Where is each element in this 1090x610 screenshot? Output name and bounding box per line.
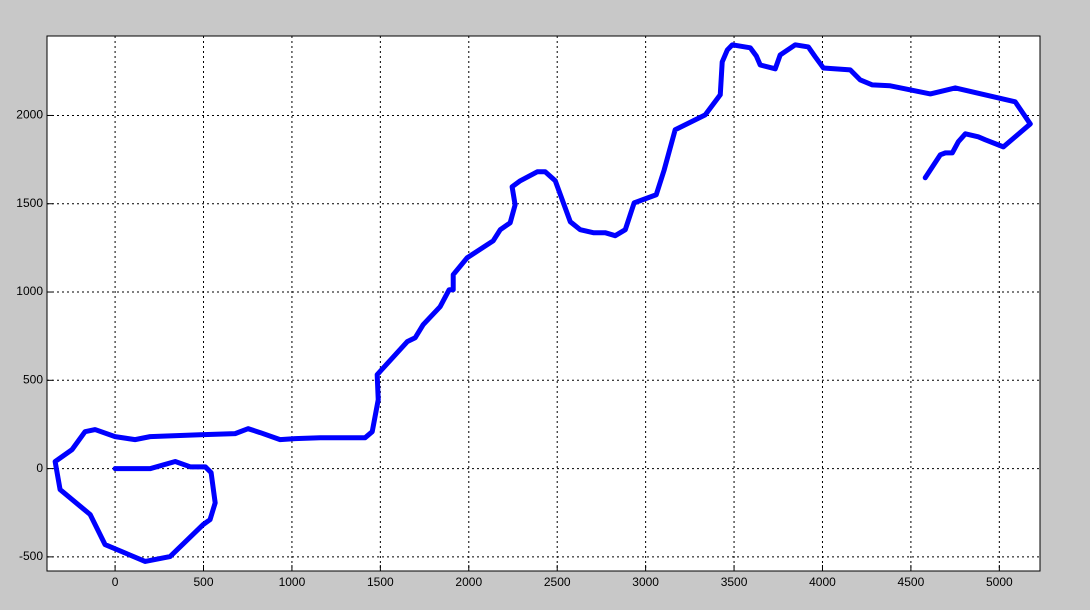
x-tick-label: 2500	[544, 575, 571, 589]
x-tick-label: 0	[112, 575, 119, 589]
y-tick-label: 1500	[16, 196, 43, 210]
y-tick-label: -500	[19, 549, 43, 563]
y-tick-label: 500	[23, 372, 43, 386]
x-tick-label: 3500	[721, 575, 748, 589]
x-tick-label: 4000	[809, 575, 836, 589]
x-tick-label: 1000	[279, 575, 306, 589]
y-tick-label: 0	[36, 461, 43, 475]
x-tick-label: 500	[193, 575, 213, 589]
x-tick-label: 5000	[986, 575, 1013, 589]
x-tick-label: 1500	[367, 575, 394, 589]
trajectory-line	[52, 42, 1033, 564]
x-tick-label: 4500	[898, 575, 925, 589]
y-tick-label: 1000	[16, 284, 43, 298]
x-tick-label: 3000	[632, 575, 659, 589]
plot-area	[46, 35, 1041, 572]
x-tick-label: 2000	[455, 575, 482, 589]
y-tick-label: 2000	[16, 108, 43, 122]
